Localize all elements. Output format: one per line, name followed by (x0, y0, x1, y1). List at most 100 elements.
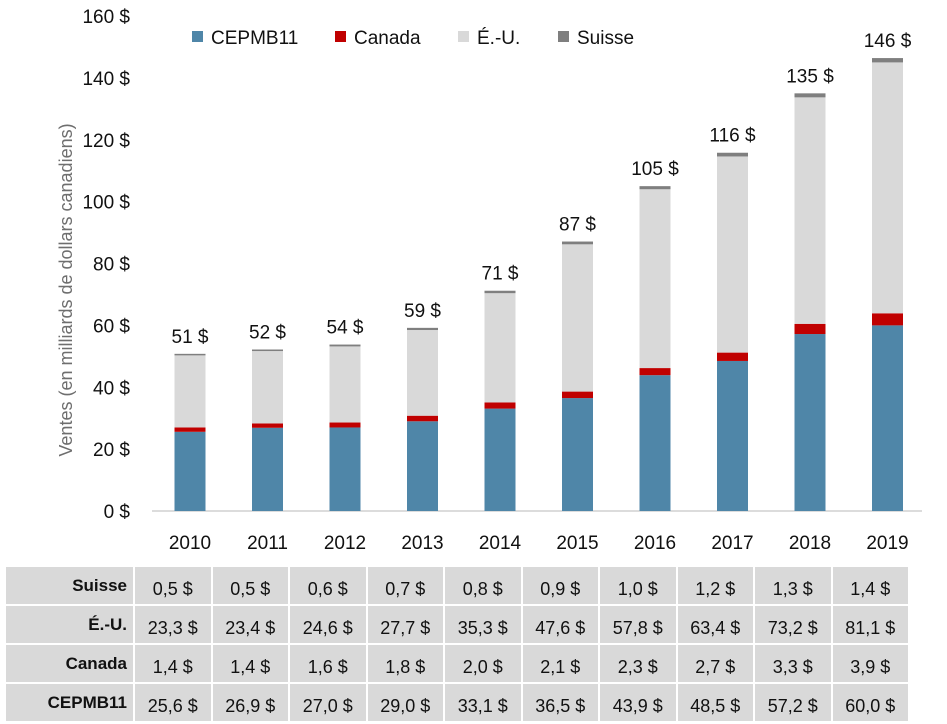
bar-segment-u-2014 (484, 293, 516, 403)
total-label-2012: 54 $ (327, 318, 364, 339)
table-cell: 1,4 $ (832, 567, 908, 604)
bar-segment-u-2019 (872, 62, 903, 314)
bar-segment-u-2017 (717, 156, 748, 353)
table-cell: 0,5 $ (212, 567, 288, 604)
data-table: Suisse 0,5 $0,5 $0,6 $0,7 $0,8 $0,9 $1,0 … (4, 565, 910, 723)
y-axis-title: Ventes (en milliards de dollars canadien… (56, 123, 76, 456)
bar-segment-cepmb11-2010 (174, 431, 206, 511)
table-row-label: Suisse (6, 567, 133, 604)
table-cell: 29,0 $ (367, 684, 443, 721)
table-row: CEPMB11 25,6 $26,9 $27,0 $29,0 $33,1 $36,… (6, 684, 908, 721)
table-cell: 3,9 $ (832, 645, 908, 682)
table-cell: 43,9 $ (600, 684, 676, 721)
table-cell: 3,3 $ (755, 645, 831, 682)
bar-segment-cepmb11-2015 (562, 398, 593, 511)
table-cell: 36,5 $ (522, 684, 598, 721)
y-tick-label: 140 $ (82, 69, 130, 90)
total-labels: 51 $ 52 $ 54 $ 59 $ 71 $ 87 $ 105 $ 116 $ 135 $ 1… (172, 31, 912, 348)
table-cell: 2,3 $ (600, 645, 676, 682)
legend-label: Suisse (577, 28, 634, 49)
table-cell: 23,3 $ (135, 606, 211, 643)
table-cell: 2,1 $ (522, 645, 598, 682)
table-cell: 47,6 $ (522, 606, 598, 643)
bar-segment-u-2015 (562, 244, 593, 392)
bar-segment-suisse-2010 (174, 353, 206, 356)
bar-segment-canada-2018 (794, 323, 826, 335)
table-cell: 0,9 $ (522, 567, 598, 604)
table-cell: 2,0 $ (445, 645, 521, 682)
stacked-bar-chart: 0 $20 $40 $60 $80 $100 $120 $140 $160 $ … (56, 7, 922, 554)
bar-segment-u-2013 (407, 330, 438, 416)
y-tick-label: 160 $ (82, 7, 130, 28)
bar-segment-canada-2013 (407, 415, 438, 422)
table-cell: 33,1 $ (445, 684, 521, 721)
bar-segment-u-2018 (794, 97, 826, 324)
table-cell: 73,2 $ (755, 606, 831, 643)
y-axis: 0 $ 20 $ 40 $ 60 $ 80 $ 100 $ 120 $ 140 $ 160 $ (82, 7, 130, 523)
total-label-2010: 51 $ (172, 327, 209, 348)
bar-segment-suisse-2019 (872, 58, 903, 63)
table-cell: 48,5 $ (677, 684, 753, 721)
table-cell: 1,2 $ (677, 567, 753, 604)
bar-segment-cepmb11-2019 (872, 325, 903, 511)
table-cell: 63,4 $ (677, 606, 753, 643)
table-cell: 0,5 $ (135, 567, 211, 604)
y-tick-label: 0 $ (104, 502, 131, 523)
table-cell: 25,6 $ (135, 684, 211, 721)
total-label-2013: 59 $ (404, 301, 441, 322)
bar-segment-u-2011 (252, 351, 283, 424)
table-cell: 1,6 $ (290, 645, 366, 682)
bar-segment-cepmb11-2012 (329, 427, 361, 511)
bar-segment-canada-2017 (717, 352, 748, 361)
bars (174, 58, 903, 511)
total-label-2017: 116 $ (709, 126, 756, 147)
table-cell: 26,9 $ (212, 684, 288, 721)
bar-segment-suisse-2018 (794, 93, 826, 98)
bar-segment-suisse-2015 (562, 241, 593, 245)
legend-label: É.-U. (477, 28, 520, 49)
bar-segment-suisse-2013 (407, 327, 438, 331)
bar-segment-cepmb11-2016 (639, 375, 671, 511)
y-tick-label: 120 $ (82, 131, 130, 152)
y-tick-label: 60 $ (93, 316, 130, 337)
bar-segment-suisse-2012 (329, 344, 361, 347)
table-row-label: É.-U. (6, 606, 133, 643)
legend-label: CEPMB11 (211, 28, 298, 49)
bar-segment-u-2012 (329, 346, 361, 423)
table-cell: 81,1 $ (832, 606, 908, 643)
bar-segment-suisse-2017 (717, 152, 748, 157)
legend-swatch-3 (558, 31, 569, 42)
table-row-label: CEPMB11 (6, 684, 133, 721)
bar-segment-suisse-2011 (252, 349, 283, 352)
total-label-2011: 52 $ (249, 323, 286, 344)
table-cell: 0,6 $ (290, 567, 366, 604)
bar-segment-cepmb11-2014 (484, 408, 516, 511)
table-cell: 1,0 $ (600, 567, 676, 604)
total-label-2015: 87 $ (559, 215, 596, 236)
table-cell: 23,4 $ (212, 606, 288, 643)
total-label-2019: 146 $ (864, 31, 912, 52)
table-cell: 27,0 $ (290, 684, 366, 721)
table-row: Suisse 0,5 $0,5 $0,6 $0,7 $0,8 $0,9 $1,0 … (6, 567, 908, 604)
y-tick-label: 100 $ (82, 193, 130, 214)
bar-segment-suisse-2016 (639, 186, 671, 190)
bar-segment-canada-2011 (252, 423, 283, 428)
table-row: Canada 1,4 $1,4 $1,6 $1,8 $2,0 $2,1 $2,3 … (6, 645, 908, 682)
table-cell: 0,8 $ (445, 567, 521, 604)
y-tick-label: 40 $ (93, 378, 130, 399)
x-tick-label: 2013 (401, 533, 443, 554)
legend-swatch-1 (335, 31, 346, 42)
x-tick-label: 2010 (169, 533, 211, 554)
table-cell: 57,8 $ (600, 606, 676, 643)
legend: CEPMB11 Canada É.-U. Suisse (192, 28, 634, 49)
table-cell: 1,4 $ (212, 645, 288, 682)
x-tick-label: 2015 (556, 533, 598, 554)
table-row-label: Canada (6, 645, 133, 682)
table-cell: 27,7 $ (367, 606, 443, 643)
bar-segment-u-2010 (174, 355, 206, 428)
bar-segment-cepmb11-2013 (407, 421, 438, 511)
x-tick-label: 2012 (324, 533, 366, 554)
legend-swatch-0 (192, 31, 203, 42)
legend-swatch-2 (458, 31, 469, 42)
x-tick-label: 2016 (634, 533, 676, 554)
